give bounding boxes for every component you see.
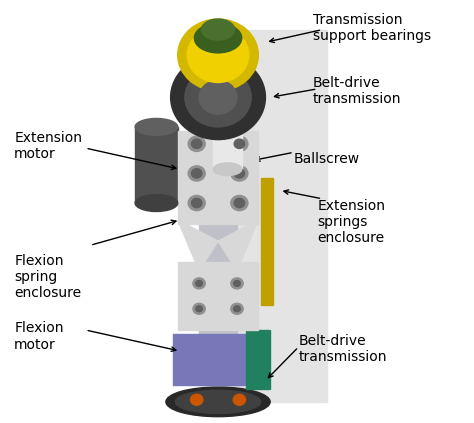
Circle shape bbox=[234, 280, 240, 286]
Circle shape bbox=[193, 303, 205, 314]
Bar bbox=[213, 93, 242, 169]
Text: Ballscrew: Ballscrew bbox=[294, 152, 360, 166]
Bar bbox=[246, 330, 270, 389]
Circle shape bbox=[234, 306, 240, 312]
Circle shape bbox=[231, 136, 248, 151]
Text: Belt-drive
transmission: Belt-drive transmission bbox=[299, 334, 387, 364]
Bar bbox=[173, 334, 263, 385]
Text: Flexion
spring
enclosure: Flexion spring enclosure bbox=[14, 254, 82, 300]
Ellipse shape bbox=[201, 19, 235, 40]
Circle shape bbox=[187, 27, 249, 82]
Ellipse shape bbox=[166, 387, 270, 417]
Bar bbox=[178, 262, 258, 330]
Circle shape bbox=[234, 198, 245, 208]
Polygon shape bbox=[218, 220, 258, 271]
Ellipse shape bbox=[194, 23, 242, 53]
Circle shape bbox=[199, 80, 237, 114]
Circle shape bbox=[196, 306, 202, 312]
Ellipse shape bbox=[135, 195, 178, 212]
Ellipse shape bbox=[135, 118, 178, 135]
Circle shape bbox=[188, 195, 205, 211]
Text: Belt-drive
transmission: Belt-drive transmission bbox=[313, 76, 401, 106]
Polygon shape bbox=[178, 220, 218, 271]
Circle shape bbox=[231, 278, 243, 289]
Text: Flexion
motor: Flexion motor bbox=[14, 321, 64, 352]
Circle shape bbox=[231, 303, 243, 314]
Text: Transmission
support bearings: Transmission support bearings bbox=[313, 13, 431, 43]
Circle shape bbox=[191, 198, 202, 208]
Bar bbox=[223, 30, 327, 402]
Circle shape bbox=[188, 136, 205, 151]
Circle shape bbox=[234, 169, 245, 178]
Circle shape bbox=[231, 166, 248, 181]
Text: Extension
springs
enclosure: Extension springs enclosure bbox=[318, 199, 385, 245]
Circle shape bbox=[191, 169, 202, 178]
Circle shape bbox=[171, 55, 265, 140]
Bar bbox=[199, 152, 237, 385]
Circle shape bbox=[233, 394, 246, 405]
Circle shape bbox=[191, 394, 203, 405]
Circle shape bbox=[231, 195, 248, 211]
Ellipse shape bbox=[175, 390, 261, 414]
Circle shape bbox=[191, 139, 202, 148]
Circle shape bbox=[193, 278, 205, 289]
Circle shape bbox=[178, 19, 258, 91]
Ellipse shape bbox=[213, 163, 242, 176]
Bar bbox=[261, 178, 273, 305]
Bar bbox=[135, 127, 178, 203]
Circle shape bbox=[196, 280, 202, 286]
Bar bbox=[178, 131, 258, 224]
Text: Extension
motor: Extension motor bbox=[14, 131, 82, 161]
Ellipse shape bbox=[213, 87, 242, 99]
Circle shape bbox=[188, 166, 205, 181]
Circle shape bbox=[234, 139, 245, 148]
Circle shape bbox=[185, 68, 251, 127]
